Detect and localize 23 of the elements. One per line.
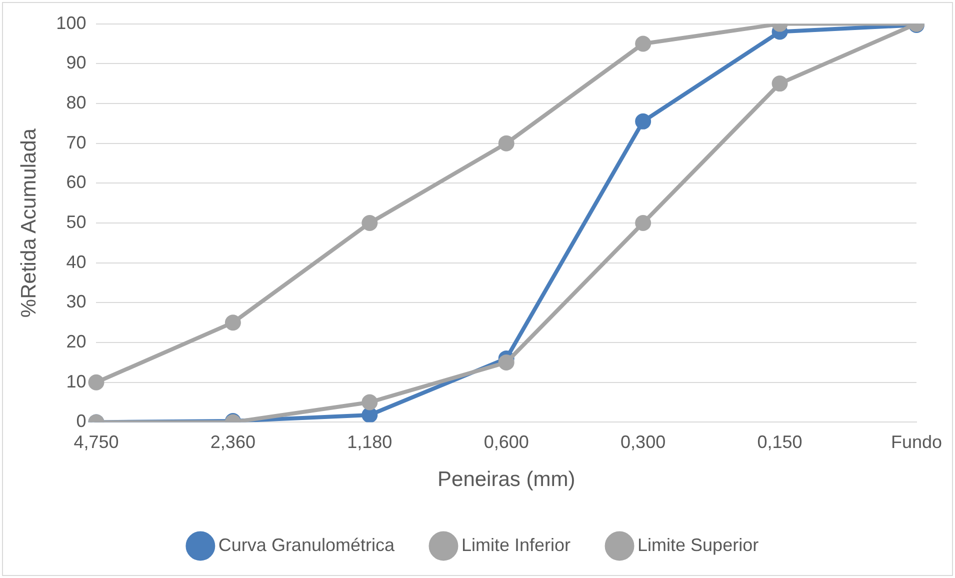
x-tick-label: 4,750 bbox=[74, 432, 119, 452]
legend-label: Limite Inferior bbox=[461, 534, 571, 555]
x-tick-label: 0,300 bbox=[620, 432, 666, 452]
y-tick-label: 30 bbox=[66, 292, 86, 312]
y-axis-title: %Retida Acumulada bbox=[17, 128, 40, 318]
y-tick-label: 70 bbox=[66, 132, 86, 152]
y-tick-label: 60 bbox=[66, 172, 86, 192]
x-axis-title: Peneiras (mm) bbox=[438, 468, 576, 492]
legend-label: Curva Granulométrica bbox=[218, 534, 396, 555]
x-tick-label: Fundo bbox=[890, 432, 942, 452]
y-tick-label: 10 bbox=[66, 371, 86, 392]
y-tick-label: 100 bbox=[56, 12, 86, 33]
y-tick-label: 0 bbox=[76, 411, 86, 432]
x-tick-label: 2,360 bbox=[210, 432, 256, 452]
y-tick-label: 20 bbox=[66, 331, 86, 352]
y-tick-label: 90 bbox=[66, 52, 86, 73]
y-tick-label: 80 bbox=[66, 92, 86, 112]
x-tick-label: 1,180 bbox=[347, 432, 392, 452]
x-tick-label: 0,150 bbox=[757, 432, 802, 452]
y-tick-label: 40 bbox=[66, 252, 86, 272]
legend-label: Limite Superior bbox=[638, 534, 759, 555]
x-tick-label: 0,600 bbox=[484, 432, 529, 452]
y-tick-label: 50 bbox=[66, 212, 86, 232]
